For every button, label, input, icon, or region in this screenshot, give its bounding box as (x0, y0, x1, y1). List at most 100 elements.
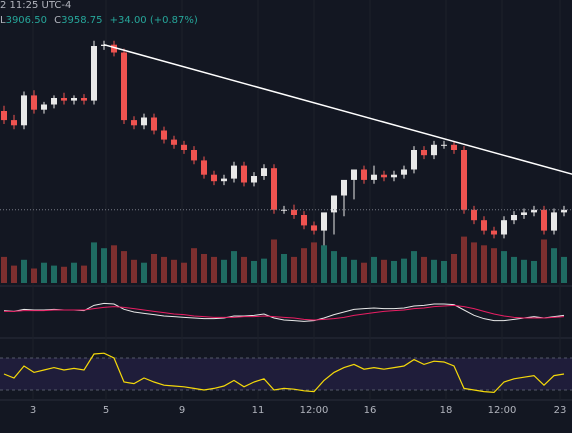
x-tick-label: 12:00 (300, 405, 329, 416)
volume-bar (141, 262, 147, 283)
volume-bar (161, 256, 167, 283)
volume-bar (241, 256, 247, 283)
candle-body (501, 220, 507, 235)
volume-bar (151, 254, 157, 283)
volume-bar (551, 248, 557, 283)
volume-bar (11, 265, 17, 283)
candle-body (61, 98, 67, 101)
candle-body (1, 111, 7, 121)
candle-body (411, 150, 417, 170)
x-tick-label: 23 (554, 405, 567, 416)
candle-body (491, 230, 497, 235)
candle-body (91, 46, 97, 101)
volume-bar (381, 259, 387, 283)
candle-body (71, 98, 77, 101)
volume-bar (311, 242, 317, 283)
volume-bar (281, 254, 287, 283)
candle-body (391, 174, 397, 178)
close-value: 3958.75 (61, 15, 102, 26)
volume-bar (401, 258, 407, 283)
low-value: 3906.50 (6, 15, 47, 26)
x-tick-label: 12:00 (488, 405, 517, 416)
volume-bar (511, 256, 517, 283)
volume-bar (301, 248, 307, 283)
volume-bar (181, 262, 187, 283)
x-tick-label: 3 (30, 405, 36, 416)
candle-body (181, 144, 187, 150)
volume-bar (441, 260, 447, 283)
candle-body (301, 215, 307, 226)
volume-bar (541, 239, 547, 283)
x-tick-label: 9 (179, 405, 185, 416)
candle-body (341, 179, 347, 196)
candle-body (321, 212, 327, 231)
volume-bar (51, 265, 57, 283)
candle-body (241, 165, 247, 183)
candle-body (21, 95, 27, 126)
rsi-line (3, 352, 565, 394)
low-label: L (0, 15, 6, 26)
candle-body (221, 178, 227, 182)
candle-body (371, 174, 377, 180)
candle-body (41, 104, 47, 110)
close-label: C (54, 15, 61, 26)
volume-bar (331, 251, 337, 283)
candle-body (261, 168, 267, 176)
volume-bar (521, 259, 527, 283)
volume-bar (351, 259, 357, 283)
candle-body (81, 98, 87, 101)
volume-bar (21, 259, 27, 283)
candle-body (111, 44, 117, 53)
volume-bar (1, 256, 7, 283)
candle-body (521, 212, 527, 215)
volume-bar (321, 245, 327, 283)
volume-bar (531, 260, 537, 283)
candle-body (421, 150, 427, 156)
candle-body (561, 209, 567, 213)
candle-body (511, 215, 517, 221)
candle-body (431, 144, 437, 156)
candle-body (271, 168, 277, 210)
candle-body (151, 117, 157, 131)
volume-bar (41, 262, 47, 283)
candle-body (201, 160, 207, 175)
header-values: L3906.50 C3958.75 +34.00 (+0.87%) (0, 15, 198, 26)
x-tick-label: 5 (103, 405, 109, 416)
x-tick-label: 18 (440, 405, 453, 416)
volume-bar (81, 265, 87, 283)
volume-bar (501, 251, 507, 283)
candle-body (121, 52, 127, 121)
candle-body (531, 209, 537, 213)
macd-line (3, 302, 565, 322)
candle-body (471, 209, 477, 221)
volume-bar (451, 254, 457, 283)
volume-bar (341, 256, 347, 283)
candle-body (361, 169, 367, 180)
macd-line (4, 304, 565, 321)
x-tick-label: 16 (364, 405, 377, 416)
candle-body (541, 209, 547, 231)
volume-bar (411, 251, 417, 283)
volume-bar (231, 251, 237, 283)
candle-body (331, 195, 337, 213)
candle-body (451, 144, 457, 150)
candle-body (231, 165, 237, 179)
header-time: 2 11:25 UTC-4 (0, 0, 71, 11)
candle-body (141, 117, 147, 126)
volume-bar (261, 258, 267, 283)
candle-body (481, 220, 487, 231)
candle-body (251, 176, 257, 183)
volume-bar (391, 260, 397, 283)
volume-bar (61, 266, 67, 283)
volume-bar (101, 248, 107, 283)
volume-bar (91, 242, 97, 283)
x-tick-label: 11 (252, 405, 265, 416)
volume-bar (171, 259, 177, 283)
candle-body (11, 120, 17, 126)
volume-bar (481, 245, 487, 283)
candle-body (381, 174, 387, 178)
volume-bar (111, 245, 117, 283)
candle-body (191, 150, 197, 161)
volume-bar (431, 259, 437, 283)
